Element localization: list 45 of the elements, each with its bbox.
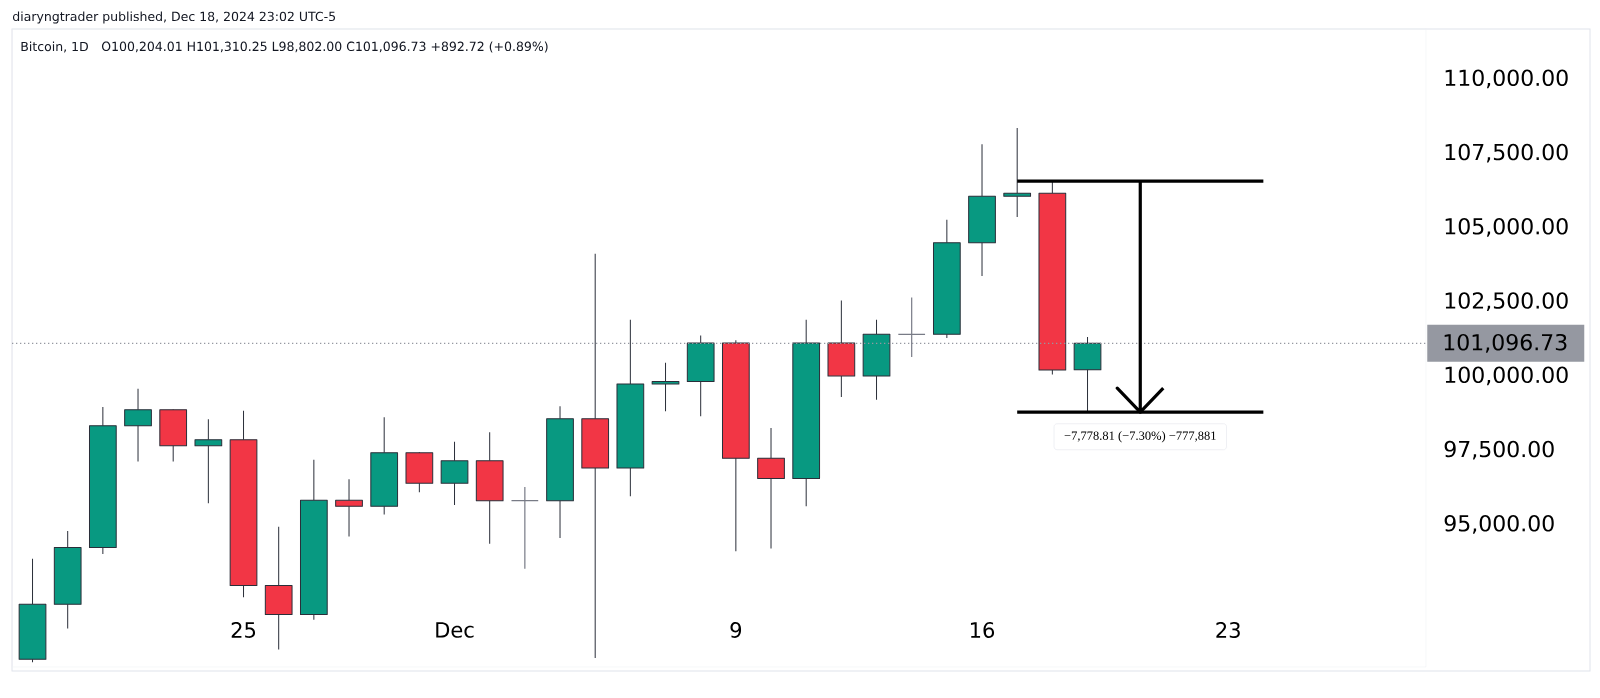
candlestick xyxy=(194,418,223,504)
candlestick xyxy=(968,143,996,277)
y-tick-label: 105,000.00 xyxy=(1445,217,1568,237)
candlestick xyxy=(1073,336,1102,412)
candlestick xyxy=(616,319,645,497)
candlestick xyxy=(1003,127,1032,218)
text: O100,204.01 H101,310.25 L98,802.00 C101,096.73 +892.72 (+0.89%) xyxy=(101,41,548,53)
candlestick xyxy=(264,526,293,650)
x-tick-label: 23 xyxy=(1216,622,1240,638)
y-tick-label: 100,000.00 xyxy=(1445,366,1568,386)
candlestick xyxy=(124,388,152,462)
y-tick-label: 102,500.00 xyxy=(1445,292,1568,312)
annotation: −7,778.81 (−7.30%) −777,881 xyxy=(1064,431,1216,443)
candlestick xyxy=(299,459,328,621)
text: diaryngtrader published, Dec 18, 2024 23:02 UTC-5 xyxy=(12,11,336,24)
x-tick-label: 9 xyxy=(730,622,742,638)
x-tick-label: 16 xyxy=(970,622,995,638)
text: Bitcoin, 1D xyxy=(21,41,88,53)
candlestick xyxy=(546,405,574,539)
candlestick xyxy=(335,478,363,538)
candlestick xyxy=(757,427,785,549)
candlestick xyxy=(53,530,82,629)
candlestick xyxy=(897,296,926,358)
candlestick xyxy=(88,406,117,555)
candlestick xyxy=(18,558,47,663)
x-tick-label: Dec xyxy=(436,622,474,638)
candlestick xyxy=(581,253,610,659)
x-tick-label: 25 xyxy=(231,622,256,638)
y-tick-label: 110,000.00 xyxy=(1445,69,1568,89)
ref-line-label: 101,096.73 xyxy=(1444,333,1567,353)
candlestick xyxy=(721,339,750,552)
y-tick-label: 95,000.00 xyxy=(1444,514,1554,534)
candlestick xyxy=(792,319,821,507)
candlestick xyxy=(932,219,961,339)
candlestick xyxy=(475,431,504,545)
y-tick-label: 97,500.00 xyxy=(1444,440,1554,460)
candlestick xyxy=(440,441,469,506)
y-tick-label: 107,500.00 xyxy=(1445,143,1568,163)
candlestick xyxy=(862,319,891,401)
candlestick xyxy=(1038,181,1067,375)
candlestick xyxy=(651,362,680,412)
candlestick xyxy=(510,486,539,570)
candlestick xyxy=(827,299,856,398)
candlestick xyxy=(229,410,258,598)
candlestick xyxy=(370,416,399,516)
